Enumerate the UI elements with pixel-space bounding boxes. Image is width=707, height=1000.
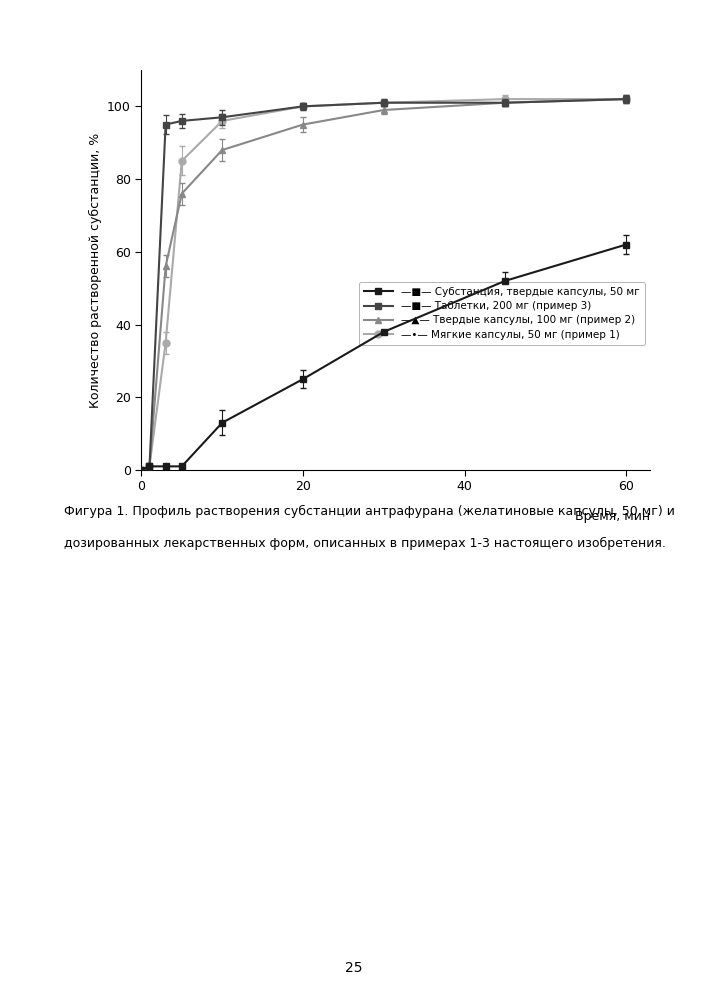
Text: дозированных лекарственных форм, описанных в примерах 1-3 настоящего изобретения: дозированных лекарственных форм, описанн… xyxy=(64,537,665,550)
Y-axis label: Количество растворенной субстанции, %: Количество растворенной субстанции, % xyxy=(88,132,102,408)
Legend: —■— Субстанция, твердые капсулы, 50 мг, —■— Таблетки, 200 мг (пример 3), —▲— Тве: —■— Субстанция, твердые капсулы, 50 мг, … xyxy=(358,282,645,345)
Text: Фигура 1. Профиль растворения субстанции антрафурана (желатиновые капсулы, 50 мг: Фигура 1. Профиль растворения субстанции… xyxy=(64,505,674,518)
Text: 25: 25 xyxy=(345,961,362,975)
Text: Время, мин: Время, мин xyxy=(575,510,650,523)
